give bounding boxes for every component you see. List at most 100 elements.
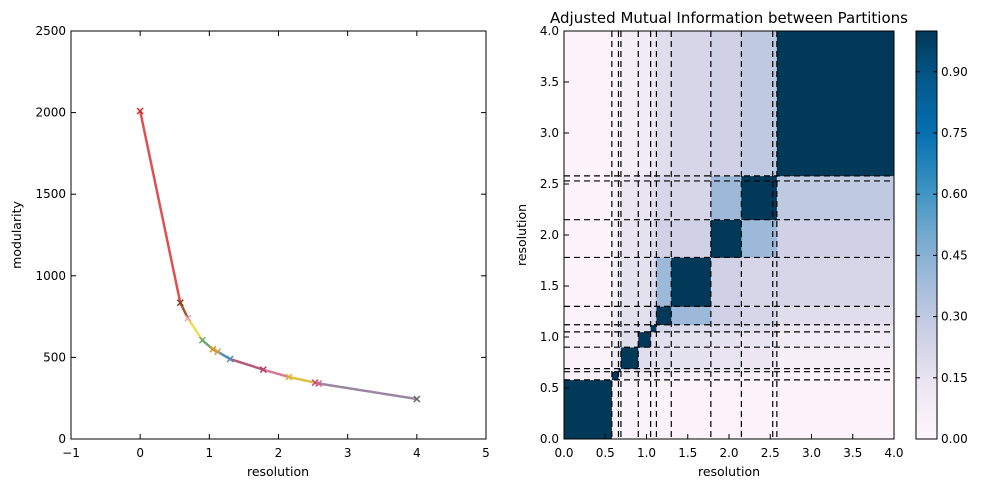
heat-x-tick-label: 1.5 [678, 446, 697, 460]
heatmap-cell [710, 371, 742, 381]
line-segment [262, 368, 291, 379]
heat-y-tick-label: 3.0 [540, 126, 559, 140]
heatmap-cell [620, 379, 639, 440]
heatmap-cell [772, 31, 778, 177]
heatmap-cell [638, 306, 651, 326]
y-tick-label: 500 [43, 350, 66, 364]
heatmap-cell [564, 257, 613, 307]
heatmap-cell [741, 175, 774, 182]
heatmap-cell [656, 347, 672, 369]
heatmap-cell [772, 347, 778, 369]
heatmap-cell [671, 180, 712, 220]
heatmap-cell [671, 347, 712, 369]
heatmap-cell [611, 180, 619, 220]
heatmap-cell [564, 331, 613, 348]
heatmap-cell [611, 331, 619, 348]
heat-y-tick-label: 3.5 [540, 75, 559, 89]
heat-y-tick-label: 2.5 [540, 177, 559, 191]
heatmap-cell [772, 257, 778, 307]
heatmap-cell [564, 347, 613, 369]
heat-y-tick-label: 1.0 [540, 330, 559, 344]
line-segment [317, 382, 419, 401]
heat-x-tick-label: 1.0 [637, 446, 656, 460]
heatmap-cell [656, 219, 672, 258]
y-tick-label: 0 [58, 432, 66, 446]
heatmap-cell [638, 379, 651, 440]
heat-x-tick-label: 0.5 [596, 446, 615, 460]
heatmap-cell [656, 324, 672, 333]
line-segment [287, 375, 317, 384]
heatmap-cell [650, 324, 657, 333]
heatmap-cell [564, 368, 613, 372]
heatmap-cell [611, 175, 619, 182]
heatmap-cell [710, 347, 742, 369]
data-point-marker [259, 366, 267, 374]
heatmap-cell [620, 219, 639, 258]
heatmap-cell [620, 324, 639, 333]
heatmap-cell [671, 306, 712, 326]
heatmap-cell [611, 306, 619, 326]
x-tick-label: 5 [482, 446, 490, 460]
line-segment [179, 301, 190, 320]
heat-x-tick-label: 4.0 [884, 446, 903, 460]
heatmap-cell [618, 371, 622, 381]
heatmap-cell [620, 371, 639, 381]
heatmap-cell [611, 219, 619, 258]
heatmap-cell [772, 331, 778, 348]
heatmap-title: Adjusted Mutual Information between Part… [550, 9, 908, 27]
heatmap-cell [776, 180, 895, 220]
heatmap-cell [710, 31, 742, 177]
line-y-ticks: 0 500 1000 1500 2000 2500 [35, 24, 486, 446]
heatmap-cell [650, 175, 657, 182]
heatmap-cell [776, 371, 895, 381]
heatmap-cell [638, 257, 651, 307]
heatmap-cell [564, 324, 613, 333]
heatmap-cell [710, 306, 742, 326]
heatmap-cell [611, 379, 619, 440]
heatmap-cell [776, 257, 895, 307]
heatmap-cell [618, 368, 622, 372]
heat-x-tick-label: 2.5 [761, 446, 780, 460]
heatmap-cell [772, 180, 778, 220]
heatmap-cell [638, 324, 651, 333]
y-tick-label: 1000 [35, 269, 66, 283]
heatmap-cell [741, 368, 774, 372]
heatmap-cell [656, 331, 672, 348]
data-point-marker [209, 345, 217, 353]
heatmap-cell [710, 379, 742, 440]
heat-x-tick-label: 0.0 [554, 446, 573, 460]
colorbar-tick-label: 0.60 [941, 187, 968, 201]
x-tick-label: 4 [413, 446, 421, 460]
line-segment [186, 316, 204, 342]
heatmap-cell [772, 306, 778, 326]
heatmap-cell [638, 180, 651, 220]
heatmap-boundary-lines [564, 31, 894, 439]
heatmap-cell [741, 257, 774, 307]
colorbar-tick-label: 0.15 [941, 371, 968, 385]
heatmap-cell [564, 306, 613, 326]
heat-y-tick-label: 4.0 [540, 24, 559, 38]
colorbar-tick-label: 0.75 [941, 126, 968, 140]
heatmap-cell [741, 219, 774, 258]
heatmap-cell [620, 180, 639, 220]
heatmap-cells [564, 31, 895, 440]
heatmap-cell [638, 175, 651, 182]
colorbar-tick-label: 0.45 [941, 248, 968, 262]
heatmap-cell [620, 175, 639, 182]
heatmap-cell [772, 219, 778, 258]
heatmap-cell [671, 379, 712, 440]
heatmap-cell [620, 257, 639, 307]
line-segment [138, 109, 182, 304]
heatmap-cell [618, 306, 622, 326]
colorbar-gradient [915, 30, 938, 440]
heatmap-cell [564, 180, 613, 220]
heatmap-cell [710, 331, 742, 348]
heat-x-tick-label: 3.0 [802, 446, 821, 460]
heatmap-cell [618, 180, 622, 220]
heatmap-cell [656, 368, 672, 372]
heatmap-cell [618, 175, 622, 182]
heatmap-cell [741, 324, 774, 333]
heatmap-cell [776, 219, 895, 258]
heatmap-cell [776, 331, 895, 348]
heatmap-cell [776, 31, 895, 177]
